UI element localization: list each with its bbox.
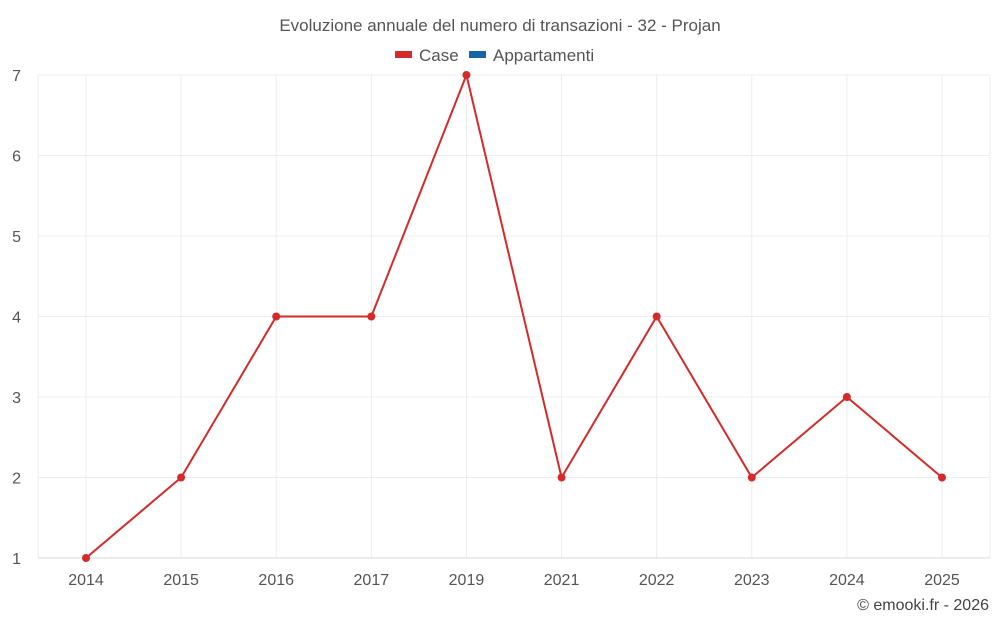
data-point[interactable] [842, 393, 851, 401]
data-point[interactable] [177, 473, 186, 482]
y-axis: 1 2 3 4 5 6 7 [12, 68, 21, 568]
data-point[interactable] [938, 473, 946, 482]
y-tick-label: 2 [12, 471, 21, 488]
legend-swatch-appartamenti [469, 51, 486, 58]
data-point[interactable] [747, 473, 756, 482]
series-line-case [85, 74, 943, 559]
data-point[interactable] [462, 71, 471, 79]
data-point[interactable] [82, 554, 90, 562]
data-point[interactable] [272, 312, 281, 321]
legend-label-case[interactable]: Case [419, 46, 459, 65]
x-tick-label: 2024 [829, 572, 865, 589]
chart-title: Evoluzione annuale del numero di transaz… [279, 16, 720, 35]
x-axis: 2014 2015 2016 2017 2019 2021 2022 2023 2024 2025 [38, 557, 990, 589]
credit-text: © emooki.fr - 2026 [857, 597, 989, 614]
series-layer [82, 71, 946, 562]
legend-swatch-case [395, 51, 412, 58]
x-tick-label: 2022 [639, 572, 675, 589]
data-point[interactable] [652, 312, 661, 321]
legend: Case Appartamenti [395, 46, 594, 65]
x-tick-label: 2023 [734, 572, 770, 589]
data-point[interactable] [557, 473, 566, 482]
y-tick-label: 6 [12, 149, 21, 166]
x-tick-label: 2014 [68, 572, 104, 589]
y-tick-label: 4 [12, 310, 21, 327]
x-tick-label: 2015 [163, 572, 199, 589]
grid [37, 74, 991, 558]
x-tick-label: 2019 [449, 572, 485, 589]
x-tick-label: 2025 [924, 572, 960, 589]
x-tick-label: 2021 [544, 572, 580, 589]
y-tick-label: 7 [12, 68, 21, 85]
y-tick-label: 3 [12, 390, 21, 407]
x-tick-label: 2017 [354, 572, 390, 589]
data-point[interactable] [367, 312, 376, 321]
x-tick-label: 2016 [258, 572, 294, 589]
y-tick-label: 5 [12, 229, 21, 246]
y-tick-label: 1 [12, 551, 21, 568]
legend-label-appartamenti[interactable]: Appartamenti [493, 46, 594, 65]
